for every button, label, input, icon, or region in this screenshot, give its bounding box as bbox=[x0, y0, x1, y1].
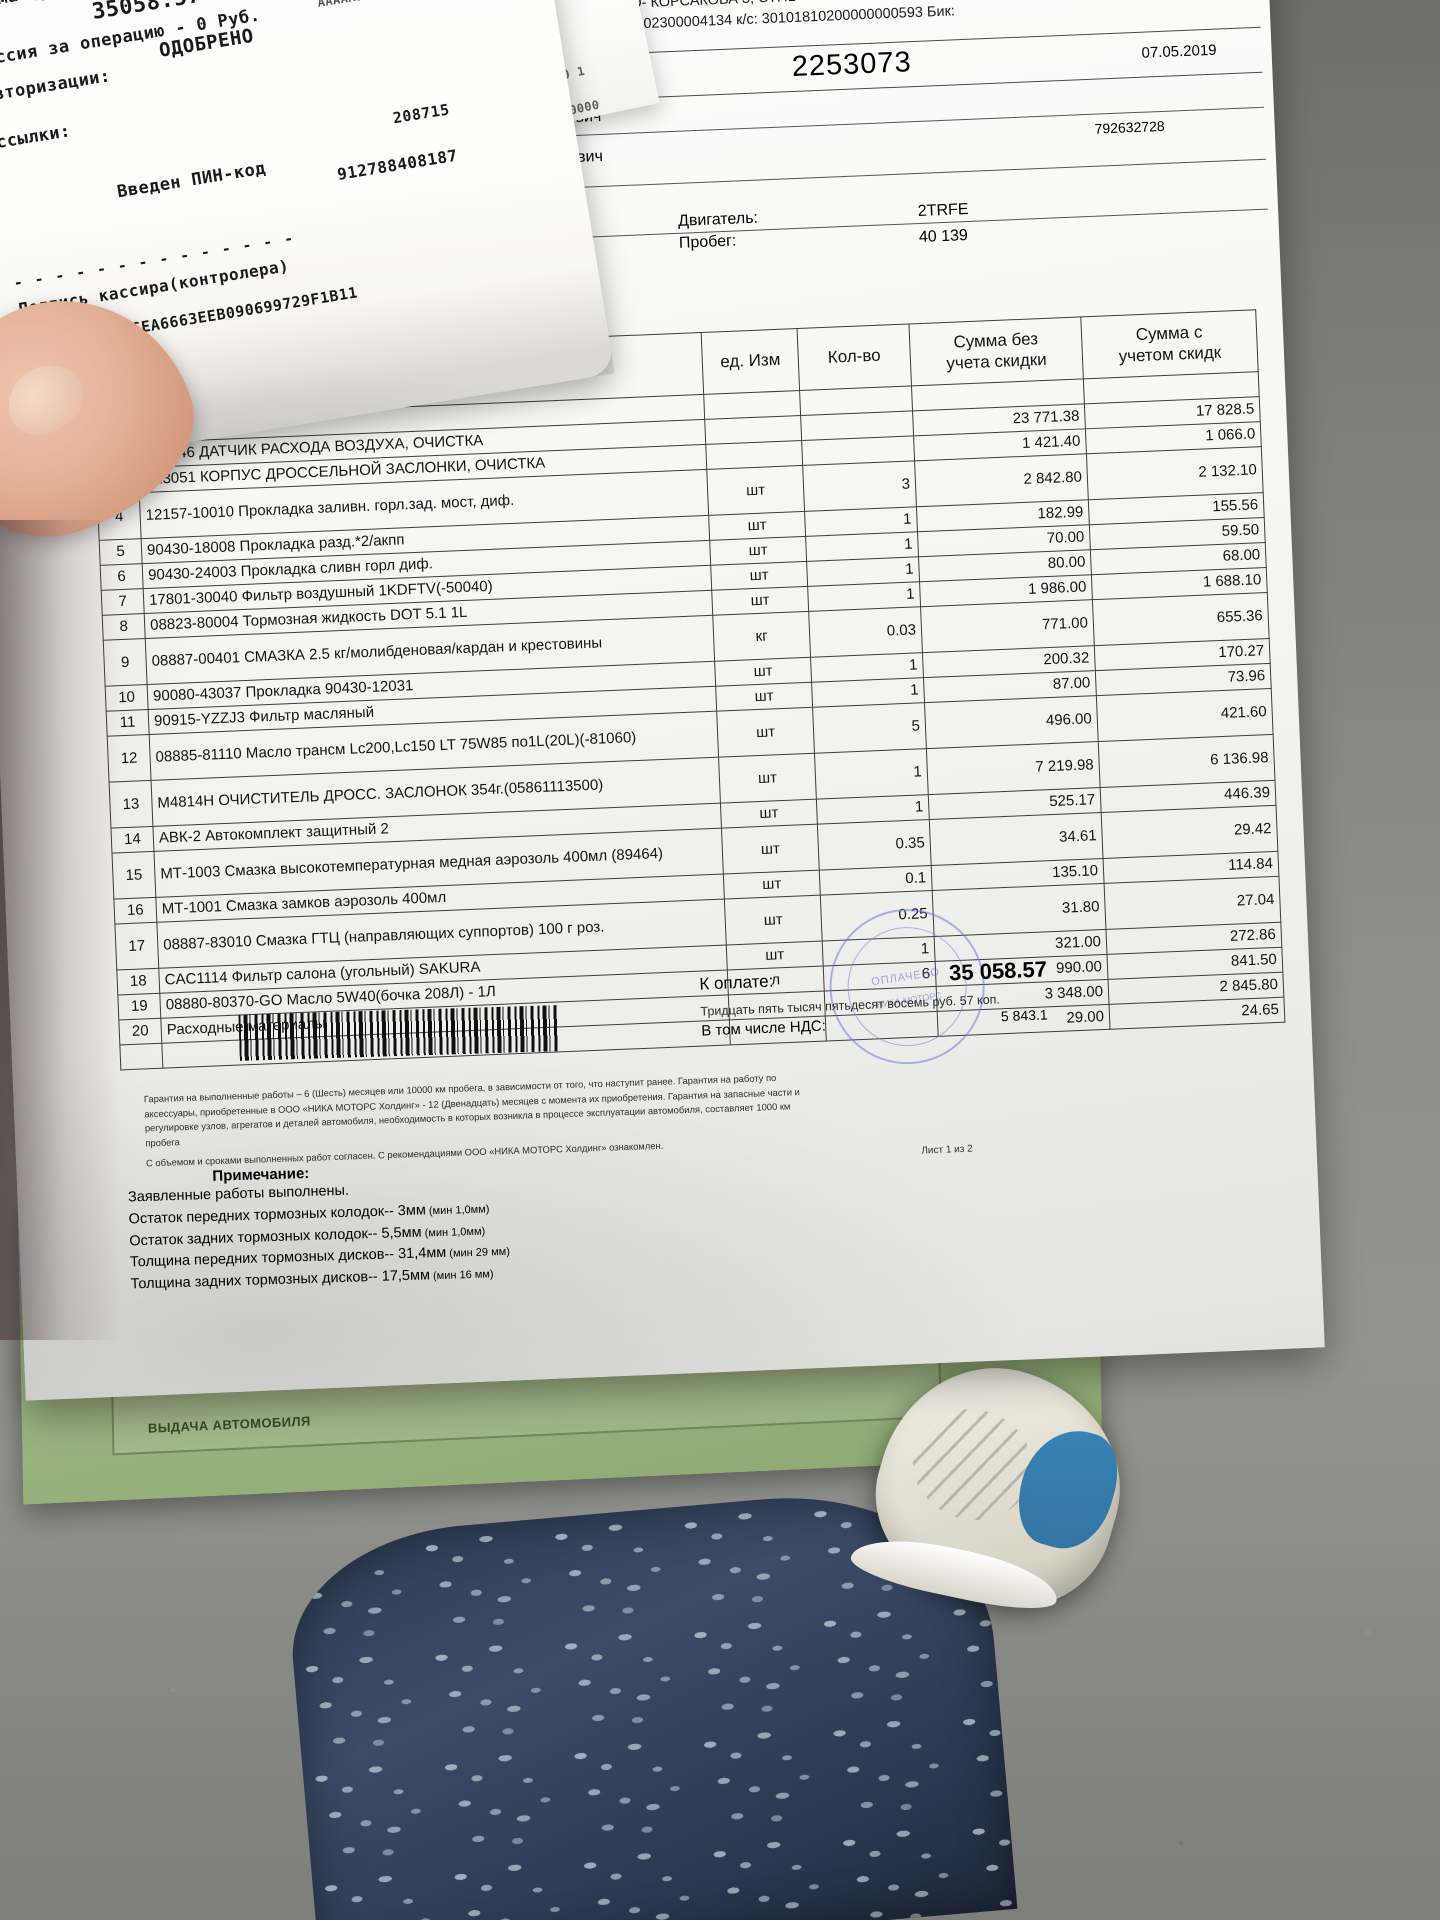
total-due-value: 35 058.57 bbox=[948, 956, 1048, 986]
order-number-value: 2253073 bbox=[791, 46, 913, 84]
cell-no: 11 bbox=[106, 709, 150, 737]
col-header-sum-discount: Сумма с учетом скидк bbox=[1080, 309, 1259, 379]
cell-qty: 1 bbox=[814, 748, 929, 800]
col-header-qty: Кол-во bbox=[797, 323, 912, 391]
cell-s1: 2 842.80 bbox=[914, 453, 1089, 507]
cell-no: 18 bbox=[116, 968, 160, 995]
cell-no: 20 bbox=[118, 1018, 162, 1045]
cell-no bbox=[119, 1043, 163, 1070]
cell-no: 5 bbox=[99, 538, 143, 566]
mileage-label: Пробег: bbox=[678, 232, 737, 252]
order-date-value: 07.05.2019 bbox=[1141, 41, 1217, 62]
cell-s1: 7 219.98 bbox=[926, 741, 1101, 795]
warranty-text-block: Гарантия на выполненные работы – 6 (Шест… bbox=[144, 1062, 1026, 1171]
cell-s2: 27.04 bbox=[1104, 876, 1281, 930]
receipt-ref-label: Номер ссылки: bbox=[0, 121, 73, 163]
note-line-min: (мин 16 мм) bbox=[429, 1268, 494, 1283]
cell-unit: шт bbox=[721, 824, 820, 875]
receipt-ref-value: 208715 bbox=[391, 100, 451, 128]
note-line-text: Заявленные работы выполнены. bbox=[127, 1182, 350, 1206]
cell-unit: шт bbox=[716, 707, 815, 758]
engine-label: Двигатель: bbox=[677, 209, 759, 230]
cell-no: 19 bbox=[117, 993, 161, 1020]
col-header-sum-nodiscount: Сумма без учета скидки bbox=[908, 316, 1084, 386]
cell-qty: 3 bbox=[802, 460, 917, 512]
cell-no: 7 bbox=[101, 588, 145, 616]
cell-qty: 0.35 bbox=[817, 819, 932, 871]
page-indicator: Лист 1 из 2 bbox=[921, 1143, 973, 1157]
cell-unit: шт bbox=[706, 465, 805, 516]
notes-block: Примечание: Заявленные работы выполнены.… bbox=[127, 1148, 851, 1296]
cell-s2: 29.42 bbox=[1101, 805, 1278, 859]
vat-value: 5 843.1 bbox=[1000, 1006, 1048, 1025]
cell-no: 17 bbox=[114, 922, 159, 971]
cell-no: 13 bbox=[109, 780, 153, 829]
cell-qty: 5 bbox=[812, 702, 927, 754]
note-line-min: (мин 1,0мм) bbox=[421, 1225, 486, 1240]
receipt-sum-label: Сумма (руб): bbox=[0, 0, 94, 14]
receipt-code-5: ААААА9054 bbox=[317, 0, 388, 10]
line-items-body: 1A01006 ТО-400002A13046 ДАТЧИК РАСХОДА В… bbox=[94, 371, 1285, 1070]
barcode bbox=[238, 1005, 560, 1061]
receipt-pin-value: 912788408187 bbox=[335, 145, 459, 184]
cell-s1: 771.00 bbox=[920, 599, 1095, 653]
cell-s2: 421.60 bbox=[1096, 688, 1274, 742]
total-due-label: К оплате: bbox=[698, 971, 774, 994]
reference-number-right: 792632728 bbox=[1094, 117, 1165, 137]
cell-no: 6 bbox=[100, 563, 144, 591]
note-line-min: (мин 1,0мм) bbox=[425, 1203, 490, 1218]
cell-no: 16 bbox=[113, 897, 157, 925]
cell-no: 12 bbox=[107, 734, 152, 783]
cell-s1: 34.61 bbox=[929, 812, 1104, 866]
cell-s2: 655.36 bbox=[1092, 592, 1270, 646]
cell-no: 8 bbox=[102, 613, 146, 641]
cell-unit: кг bbox=[712, 611, 811, 662]
cell-unit: шт bbox=[718, 753, 817, 804]
cell-qty: 0.03 bbox=[808, 606, 923, 658]
cell-s2: 2 132.10 bbox=[1086, 446, 1264, 500]
notes-lines: Заявленные работы выполнены. Остаток пере… bbox=[128, 1165, 851, 1296]
cell-s1: 496.00 bbox=[924, 695, 1099, 749]
cell-no: 10 bbox=[105, 684, 149, 712]
note-line-min: (мин 29 мм) bbox=[446, 1246, 511, 1261]
cell-no: 15 bbox=[111, 851, 156, 900]
col-header-unit: ед. Изм bbox=[701, 328, 800, 395]
cell-no: 14 bbox=[110, 826, 154, 854]
cell-no: 9 bbox=[103, 638, 148, 687]
thumb-nail bbox=[0, 351, 96, 448]
cell-s2: 6 136.98 bbox=[1098, 734, 1275, 788]
cell-unit: шт bbox=[724, 895, 823, 945]
receipt-pin-label: Введен ПИН-код bbox=[115, 158, 268, 203]
engine-value: 2TRFE bbox=[917, 200, 969, 221]
mileage-value: 40 139 bbox=[918, 226, 969, 246]
receipt-auth-label: Код авторизации: bbox=[0, 66, 113, 113]
